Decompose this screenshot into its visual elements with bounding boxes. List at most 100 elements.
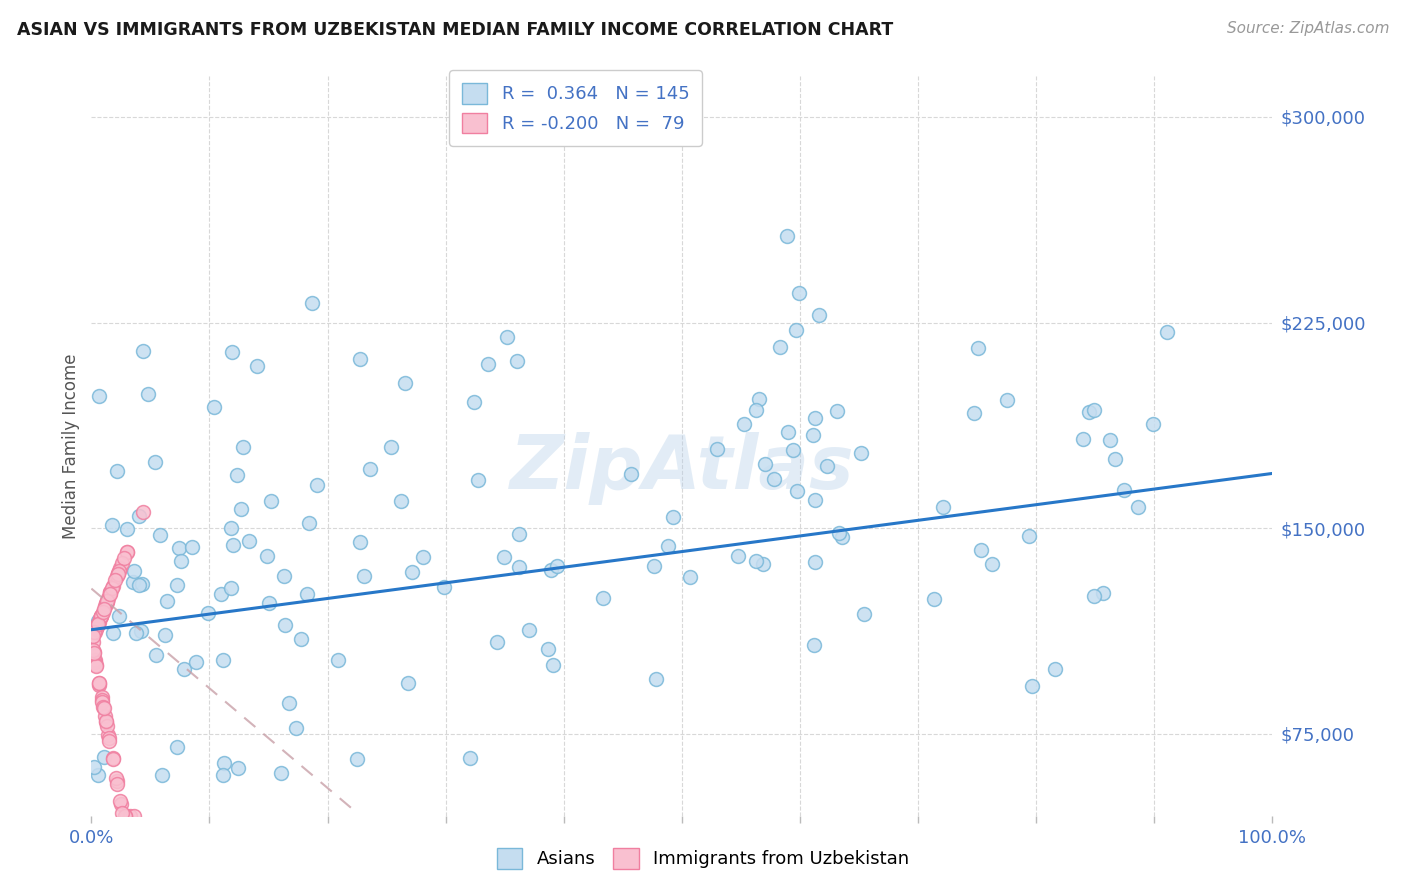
Point [222, 538, 245, 552]
Point [1071, 433, 1094, 447]
Point [124, 626, 146, 640]
Point [785, 323, 807, 337]
Point [98, 733, 121, 747]
Point [110, 560, 132, 574]
Point [232, 440, 254, 454]
Point [153, 628, 176, 642]
Point [751, 557, 773, 571]
Point [963, 406, 986, 420]
Point [94, 599, 117, 614]
Point [89, 676, 111, 690]
Point [82, 634, 104, 648]
Point [169, 541, 191, 555]
Point [543, 657, 565, 672]
Point [787, 285, 810, 300]
Point [84, 622, 107, 636]
Point [121, 575, 143, 590]
Point [104, 573, 127, 587]
Point [733, 417, 755, 432]
Point [477, 357, 499, 371]
Point [105, 771, 128, 785]
Point [1104, 451, 1126, 466]
Point [96, 719, 118, 733]
Point [815, 458, 838, 473]
Point [96, 594, 118, 608]
Point [84, 657, 107, 672]
Point [84, 621, 107, 635]
Point [706, 442, 728, 456]
Point [107, 566, 129, 580]
Point [769, 340, 792, 354]
Point [111, 556, 134, 570]
Point [110, 797, 132, 812]
Point [128, 509, 150, 524]
Point [98, 587, 121, 601]
Point [256, 549, 278, 563]
Point [114, 809, 136, 823]
Point [101, 752, 124, 766]
Point [122, 809, 145, 823]
Point [679, 569, 702, 583]
Point [128, 578, 150, 592]
Point [231, 502, 253, 516]
Point [284, 721, 307, 735]
Point [467, 474, 489, 488]
Point [932, 500, 955, 514]
Point [966, 341, 988, 355]
Point [107, 608, 129, 623]
Point [831, 530, 853, 544]
Point [1091, 586, 1114, 600]
Point [226, 761, 249, 775]
Point [101, 751, 124, 765]
Point [380, 441, 402, 455]
Point [290, 632, 312, 646]
Point [274, 618, 297, 632]
Point [349, 352, 371, 367]
Point [101, 579, 124, 593]
Point [1083, 403, 1105, 417]
Point [93, 602, 115, 616]
Point [86, 614, 108, 628]
Point [83, 760, 105, 774]
Point [1128, 500, 1150, 514]
Point [727, 549, 749, 564]
Point [463, 394, 485, 409]
Point [389, 494, 412, 508]
Point [620, 467, 643, 481]
Point [536, 642, 558, 657]
Point [108, 564, 131, 578]
Point [90, 609, 112, 624]
Point [90, 690, 112, 704]
Point [105, 464, 128, 478]
Point [100, 518, 122, 533]
Point [745, 553, 768, 567]
Point [150, 768, 173, 782]
Point [1156, 325, 1178, 339]
Point [105, 569, 128, 583]
Point [96, 594, 118, 608]
Point [346, 752, 368, 766]
Point [105, 777, 128, 791]
Point [394, 376, 416, 390]
Point [246, 359, 269, 373]
Point [166, 578, 188, 592]
Point [238, 533, 260, 548]
Point [87, 389, 110, 403]
Point [1018, 529, 1040, 543]
Point [1099, 434, 1122, 448]
Point [83, 624, 105, 639]
Point [83, 645, 105, 659]
Point [828, 526, 851, 541]
Point [662, 510, 685, 524]
Point [297, 587, 319, 601]
Point [166, 739, 188, 754]
Point [782, 442, 804, 457]
Point [804, 555, 827, 569]
Point [156, 594, 179, 608]
Legend: R =  0.364   N = 145, R = -0.200   N =  79: R = 0.364 N = 145, R = -0.200 N = 79 [450, 70, 702, 146]
Text: Source: ZipAtlas.com: Source: ZipAtlas.com [1226, 21, 1389, 37]
Point [86, 619, 108, 633]
Point [115, 545, 138, 559]
Point [260, 494, 283, 508]
Point [111, 805, 134, 820]
